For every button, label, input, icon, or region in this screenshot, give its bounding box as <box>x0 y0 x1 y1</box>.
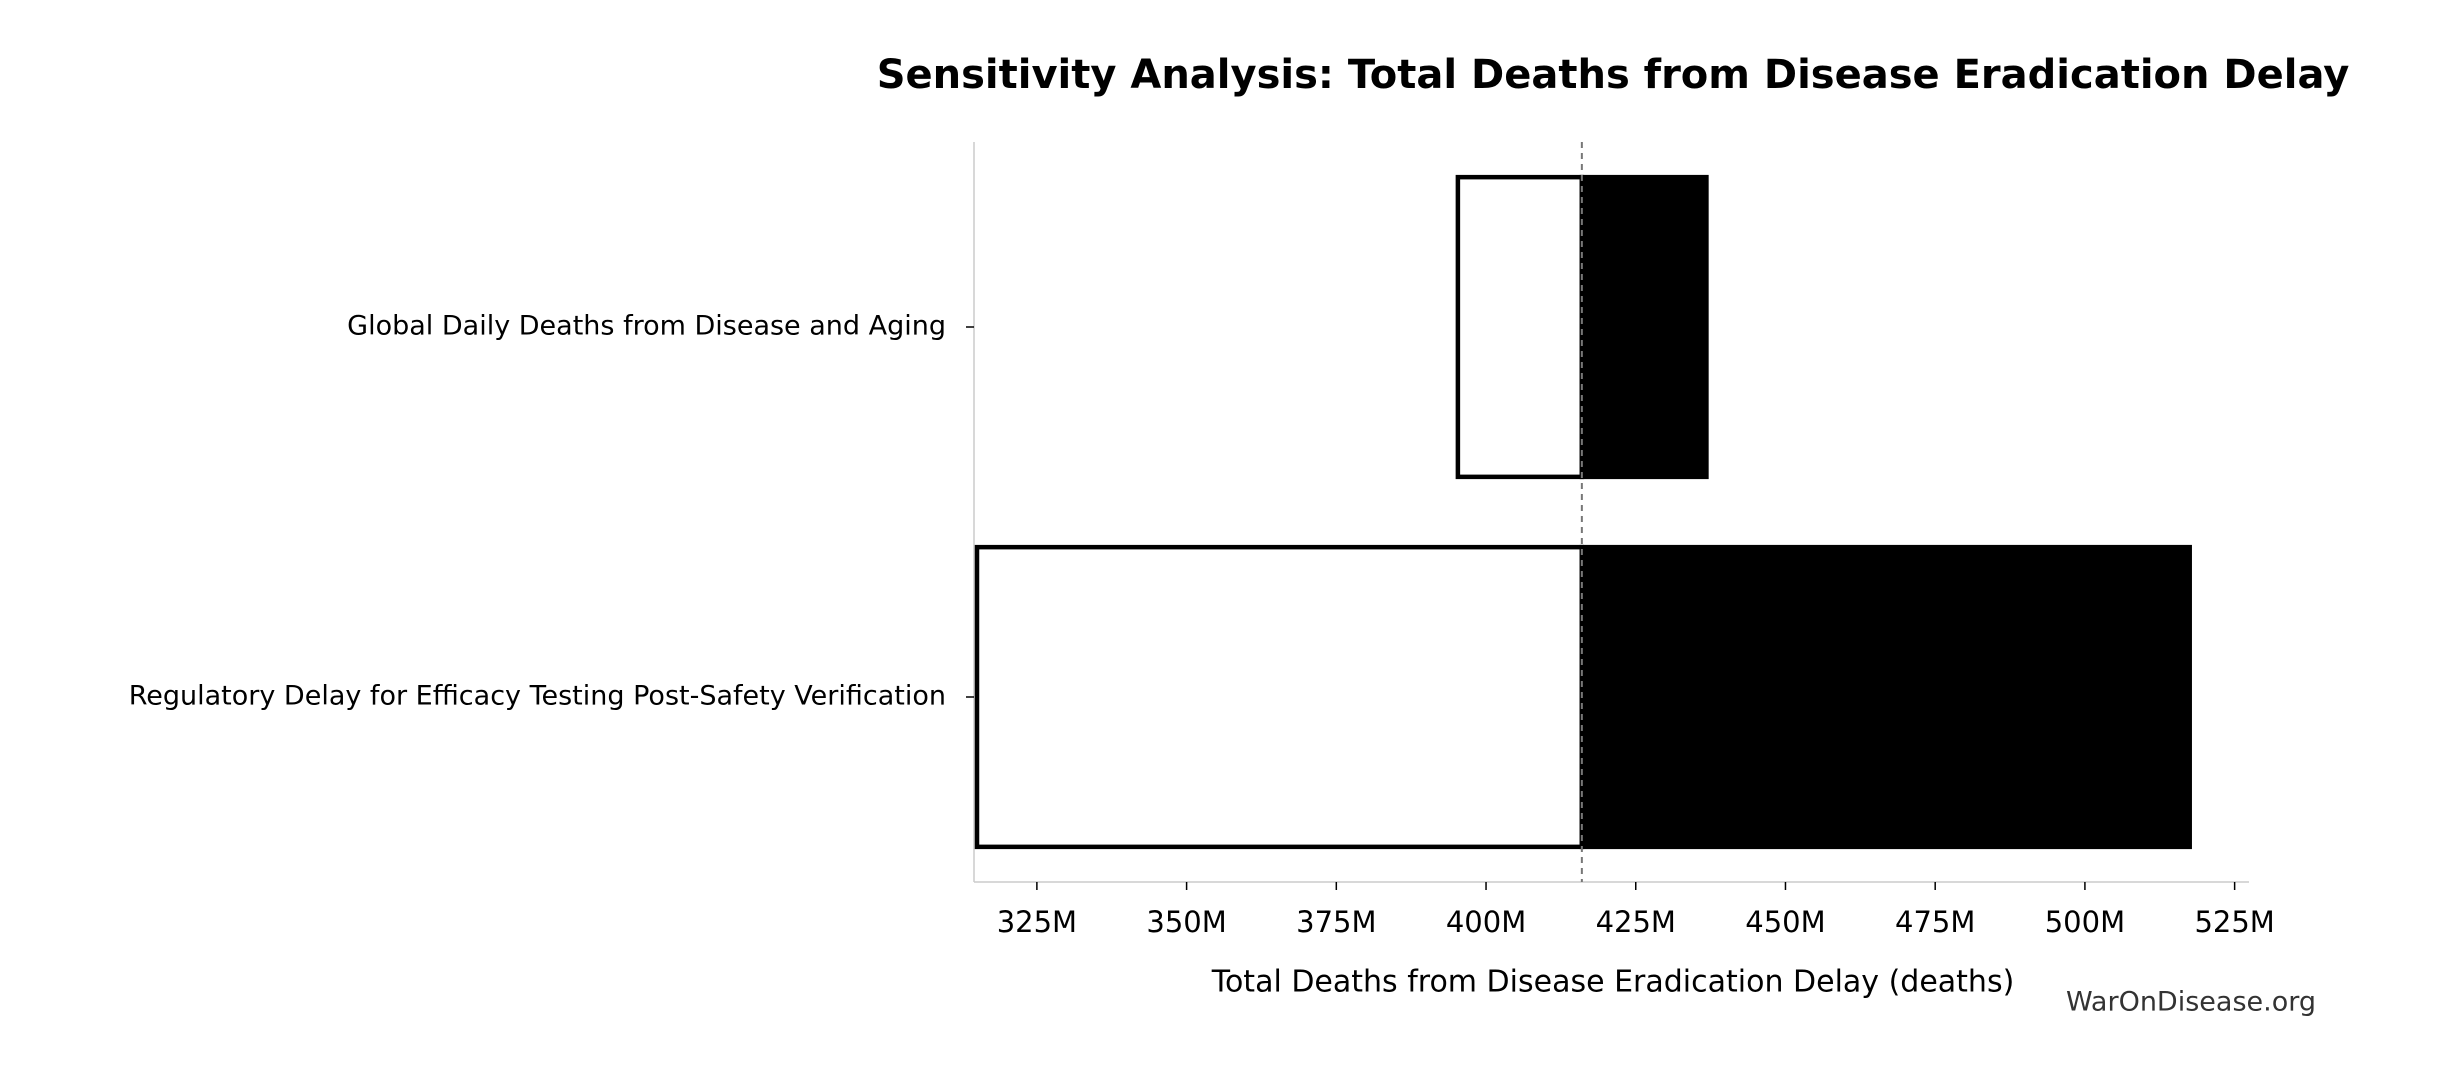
bar <box>1455 174 1585 480</box>
watermark: WarOnDisease.org <box>2066 987 2316 1018</box>
x-tick-label: 325M <box>997 905 1077 939</box>
x-tick-label: 475M <box>1895 905 1975 939</box>
x-tick-label: 500M <box>2045 905 2125 939</box>
x-tick-label: 525M <box>2194 905 2274 939</box>
chart-title: Sensitivity Analysis: Total Deaths from … <box>877 52 2350 98</box>
bar <box>1579 544 2192 850</box>
bar <box>1579 174 1709 480</box>
y-tick-label: Global Daily Deaths from Disease and Agi… <box>347 311 946 342</box>
x-tick-label: 425M <box>1596 905 1676 939</box>
bar <box>974 544 1585 850</box>
y-tick-label: Regulatory Delay for Efficacy Testing Po… <box>129 681 946 712</box>
x-tick-label: 450M <box>1745 905 1825 939</box>
x-tick-label: 350M <box>1146 905 1226 939</box>
x-tick-label: 400M <box>1446 905 1526 939</box>
x-tick-label: 375M <box>1296 905 1376 939</box>
x-axis-label: Total Deaths from Disease Eradication De… <box>1211 965 2015 1000</box>
